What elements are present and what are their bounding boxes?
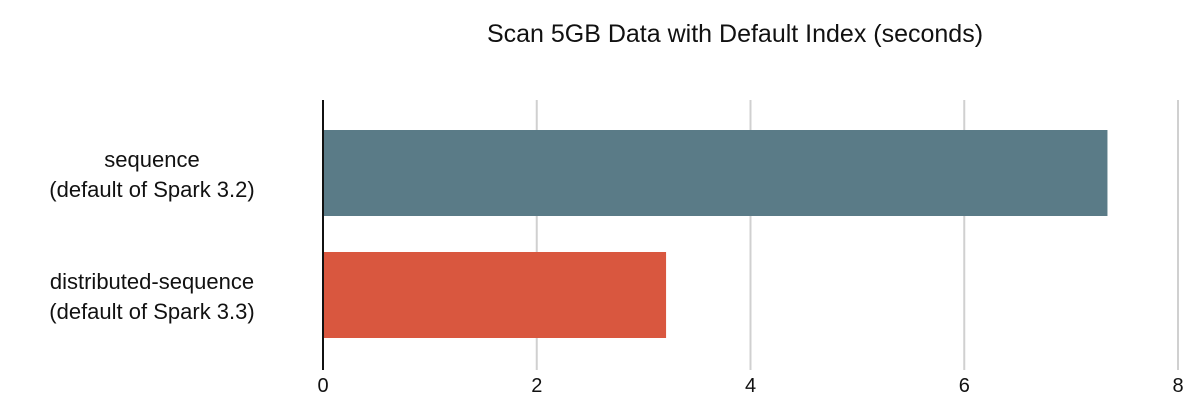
bar-0: [323, 130, 1108, 216]
x-tick-label: 2: [531, 375, 542, 397]
category-label: (default of Spark 3.2): [49, 177, 254, 202]
category-label: (default of Spark 3.3): [49, 299, 254, 324]
x-tick-label: 8: [1172, 375, 1183, 397]
x-tick-label: 4: [745, 375, 756, 397]
x-tick-label: 0: [317, 375, 328, 397]
bar-1: [323, 252, 667, 338]
x-tick-label: 6: [959, 375, 970, 397]
category-label: sequence: [104, 147, 199, 172]
chart-title: Scan 5GB Data with Default Index (second…: [487, 20, 983, 48]
category-label: distributed-sequence: [50, 269, 254, 294]
